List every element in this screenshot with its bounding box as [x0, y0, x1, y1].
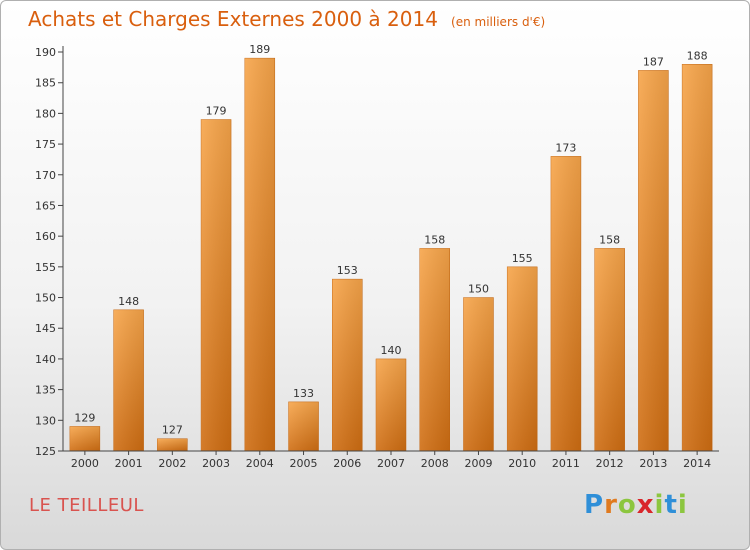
y-tick-label: 160 [35, 230, 56, 243]
x-tick-label: 2002 [158, 457, 186, 470]
y-tick-label: 135 [35, 384, 56, 397]
logo-letter: i [677, 490, 688, 520]
bar-shade [113, 309, 144, 451]
bar-value-label: 189 [249, 43, 270, 56]
y-tick-label: 140 [35, 353, 56, 366]
x-tick-label: 2011 [552, 457, 580, 470]
y-tick-label: 170 [35, 169, 56, 182]
logo-letter: o [617, 490, 637, 520]
bar-value-label: 187 [643, 55, 664, 68]
bar-shade [157, 438, 188, 451]
y-tick-label: 165 [35, 199, 56, 212]
y-axis: 125 130 135 140 145 150 155 160 165 170 175 180 185 1… [35, 46, 64, 458]
bar-value-label: 129 [74, 411, 95, 424]
bar-value-label: 188 [687, 49, 708, 62]
proxiti-logo[interactable]: Proxiti [584, 490, 688, 520]
chart-title-block: Achats et Charges Externes 2000 à 2014 (… [28, 7, 545, 31]
x-tick-label: 2004 [246, 457, 274, 470]
x-tick-label: 2003 [202, 457, 230, 470]
bar-shade [550, 156, 581, 451]
logo-letter: i [654, 490, 665, 520]
x-tick-label: 2008 [421, 457, 449, 470]
x-tick-label: 2013 [639, 457, 667, 470]
bar-value-label: 158 [599, 233, 620, 246]
x-tick-label: 2005 [290, 457, 318, 470]
x-tick-label: 2014 [683, 457, 711, 470]
bar-shade [376, 358, 406, 451]
x-tick-label: 2000 [71, 457, 99, 470]
bar-shade [69, 426, 100, 451]
logo-letter: P [584, 490, 605, 520]
bar-value-label: 127 [162, 424, 183, 437]
bar-value-label: 179 [206, 105, 227, 118]
bar-shade [419, 248, 450, 451]
y-tick-label: 145 [35, 322, 56, 335]
logo-letter: r [604, 490, 618, 520]
bar-shade [682, 64, 713, 452]
bars: 129 148 127 179 189 133 153 140 158 150 155 173 158 1… [69, 43, 713, 452]
bar-value-label: 155 [512, 252, 533, 265]
x-tick-label: 2012 [596, 457, 624, 470]
x-tick-label: 2010 [508, 457, 536, 470]
y-tick-label: 150 [35, 292, 56, 305]
logo-letter: x [636, 490, 655, 520]
chart-title: Achats et Charges Externes 2000 à 2014 [28, 7, 438, 31]
y-tick-label: 180 [35, 107, 56, 120]
y-tick-label: 190 [35, 46, 56, 59]
y-tick-label: 130 [35, 414, 56, 427]
bar-shade [288, 401, 319, 451]
bar-value-label: 140 [381, 344, 402, 357]
bar-shade [638, 70, 669, 452]
chart-subtitle: (en milliers d'€) [451, 15, 546, 29]
x-tick-label: 2007 [377, 457, 405, 470]
logo-letter: t [664, 490, 678, 520]
y-tick-label: 175 [35, 138, 56, 151]
y-tick-label: 155 [35, 261, 56, 274]
x-tick-label: 2006 [333, 457, 361, 470]
bar-value-label: 158 [424, 233, 445, 246]
y-tick-label: 125 [35, 445, 56, 458]
bar-shade [332, 279, 363, 451]
bar-shade [463, 297, 494, 451]
bar-value-label: 173 [555, 141, 576, 154]
commune-name: LE TEILLEUL [29, 495, 144, 516]
y-tick-label: 185 [35, 77, 56, 90]
x-tick-label: 2001 [115, 457, 143, 470]
bar-shade [244, 58, 275, 452]
bar-shade [507, 266, 538, 451]
bar-value-label: 133 [293, 387, 314, 400]
x-axis: 2000 2001 2002 2003 2004 2005 2006 2007 2008 2009… [63, 450, 719, 470]
bar-shade [201, 119, 232, 452]
bar-value-label: 150 [468, 283, 489, 296]
bar-value-label: 148 [118, 295, 139, 308]
x-tick-label: 2009 [464, 457, 492, 470]
bar-value-label: 153 [337, 264, 358, 277]
bar-shade [594, 248, 625, 451]
